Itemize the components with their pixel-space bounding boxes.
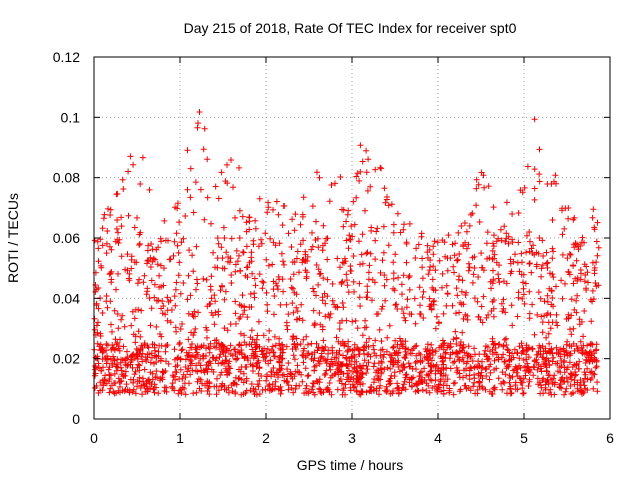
x-tick-label: 4 — [434, 430, 442, 446]
y-axis-label: ROTI / TECUs — [5, 193, 21, 283]
x-tick-label: 1 — [176, 430, 184, 446]
x-tick-labels: 0 1 2 3 4 5 6 — [90, 430, 614, 446]
data-points — [91, 109, 602, 398]
y-tick-label: 0.1 — [61, 109, 81, 125]
y-tick-label: 0 — [72, 411, 80, 427]
x-axis-label: GPS time / hours — [297, 457, 404, 473]
scatter-points — [91, 109, 602, 398]
y-tick-label: 0.12 — [53, 49, 80, 65]
x-tick-label: 6 — [606, 430, 614, 446]
chart-title: Day 215 of 2018, Rate Of TEC Index for r… — [184, 20, 517, 36]
x-tick-label: 2 — [262, 430, 270, 446]
x-tick-label: 3 — [348, 430, 356, 446]
y-tick-label: 0.02 — [53, 351, 80, 367]
x-tick-label: 0 — [90, 430, 98, 446]
y-tick-label: 0.08 — [53, 170, 80, 186]
x-tick-label: 5 — [520, 430, 528, 446]
y-tick-label: 0.06 — [53, 230, 80, 246]
y-tick-labels: 0 0.02 0.04 0.06 0.08 0.1 0.12 — [53, 49, 80, 427]
y-tick-label: 0.04 — [53, 290, 80, 306]
axis-ticks — [93, 56, 611, 420]
